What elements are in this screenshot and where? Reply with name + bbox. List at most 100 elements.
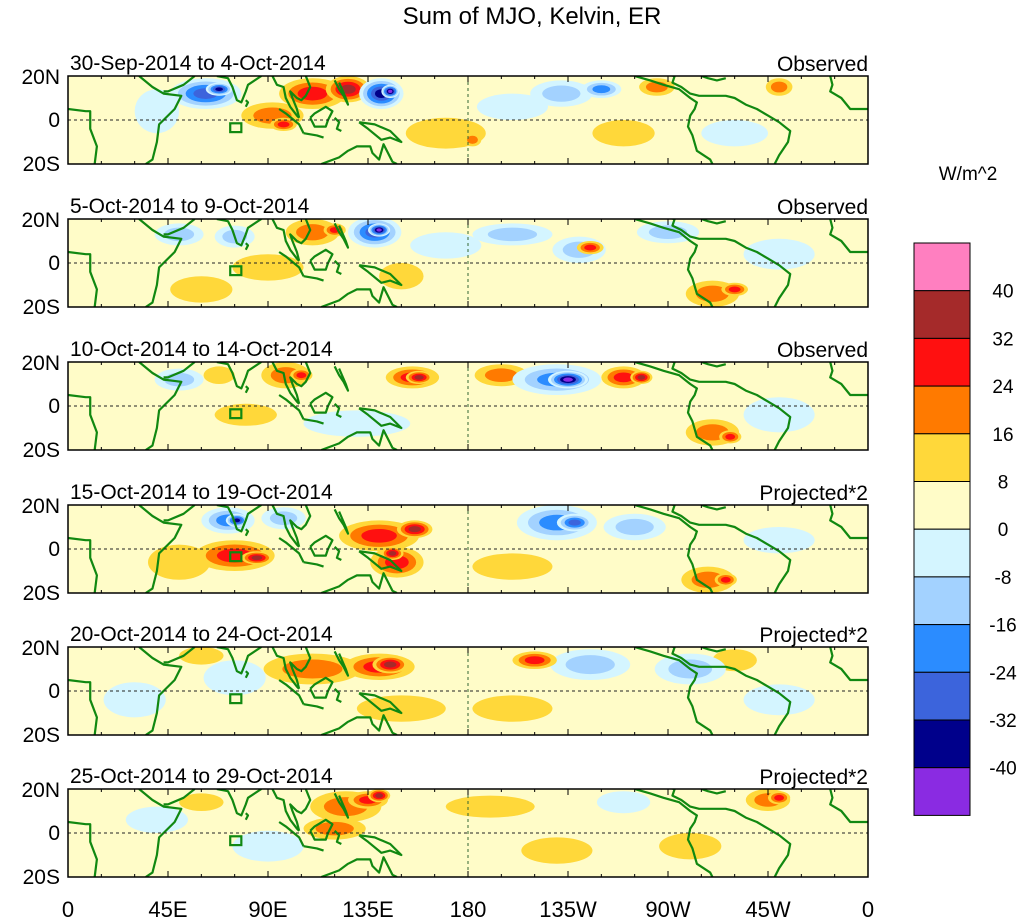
latitude-label: 20S bbox=[23, 582, 60, 605]
coastline bbox=[669, 647, 792, 735]
anomaly-contour bbox=[935, 89, 979, 133]
anomaly-contour bbox=[179, 793, 224, 811]
map-panel: 10-Oct-2014 to 14-Oct-2014 Observed 20N 0 20… bbox=[21, 338, 869, 462]
colorbar-swatch bbox=[913, 719, 971, 769]
coastline bbox=[829, 219, 868, 254]
colorbar-label: -32 bbox=[989, 711, 1016, 732]
latitude-label: 0 bbox=[48, 252, 60, 275]
anomaly-contour bbox=[0, 684, 15, 715]
coastline bbox=[309, 391, 334, 414]
coastline bbox=[333, 546, 342, 561]
coastline bbox=[289, 219, 312, 262]
longitude-axis: 0 45E 90E 135E 180 135W 90W 45W 0 bbox=[62, 897, 874, 922]
anomaly-contour bbox=[964, 228, 994, 242]
coastline bbox=[278, 108, 305, 134]
coastline bbox=[163, 647, 196, 664]
anomaly-contour bbox=[148, 544, 211, 580]
coastline bbox=[333, 403, 342, 418]
anomaly-contour bbox=[993, 88, 1018, 99]
anomaly-contour bbox=[445, 795, 535, 818]
coastline bbox=[289, 362, 312, 405]
anomaly-contour bbox=[203, 366, 235, 385]
panel-period: 10-Oct-2014 to 14-Oct-2014 bbox=[70, 338, 333, 361]
coastline bbox=[138, 647, 183, 735]
region-box bbox=[229, 551, 243, 563]
coastline bbox=[320, 143, 398, 164]
anomaly-contour bbox=[1006, 544, 1021, 566]
coastline bbox=[278, 537, 305, 563]
anomaly-contour bbox=[296, 372, 307, 379]
anomaly-contour bbox=[375, 793, 383, 798]
coastline bbox=[320, 286, 398, 307]
anomaly-contour bbox=[376, 228, 382, 232]
anomaly-contour bbox=[542, 85, 581, 102]
anomaly-contour bbox=[414, 375, 424, 380]
anomaly-contour bbox=[0, 527, 15, 553]
map-panel: 20-Oct-2014 to 24-Oct-2014 Projected*2 20N… bbox=[0, 623, 869, 747]
anomaly-contour bbox=[995, 540, 1021, 571]
coastline bbox=[68, 393, 98, 450]
anomaly-contour bbox=[743, 527, 815, 554]
coastline bbox=[309, 248, 334, 271]
anomaly-contour bbox=[720, 576, 731, 583]
latitude-label: 0 bbox=[48, 822, 60, 845]
anomaly-contour bbox=[1016, 515, 1021, 527]
panel-period: 15-Oct-2014 to 19-Oct-2014 bbox=[70, 481, 333, 504]
longitude-label: 90W bbox=[645, 897, 690, 922]
coastline bbox=[303, 418, 324, 425]
anomaly-contour bbox=[361, 528, 397, 543]
anomaly-contour bbox=[774, 794, 785, 801]
coastline bbox=[278, 251, 305, 277]
coastline bbox=[333, 688, 342, 703]
region-box bbox=[229, 265, 243, 277]
coastline bbox=[138, 789, 183, 877]
coastline bbox=[271, 219, 300, 262]
colorbar-swatch bbox=[913, 433, 971, 482]
coastline bbox=[138, 505, 183, 593]
panel-type: Projected*2 bbox=[759, 482, 868, 505]
coastline bbox=[320, 572, 398, 593]
longitude-label: 180 bbox=[450, 897, 487, 922]
anomaly-contour bbox=[466, 135, 478, 144]
colorbar-label: 40 bbox=[992, 282, 1013, 303]
anomaly-contour bbox=[232, 830, 304, 862]
panel-period: 5-Oct-2014 to 9-Oct-2014 bbox=[70, 195, 310, 218]
latitude-label: 0 bbox=[48, 395, 60, 418]
coastline bbox=[244, 242, 250, 251]
anomaly-contour bbox=[1006, 83, 1021, 96]
coastline bbox=[216, 219, 262, 247]
longitude-label: 0 bbox=[62, 897, 74, 922]
coastline bbox=[309, 818, 334, 841]
coastline bbox=[216, 789, 262, 817]
coastline bbox=[634, 76, 714, 164]
map-panel: 30-Sep-2014 to 4-Oct-2014 Observed 20N 0 20S bbox=[21, 52, 1021, 176]
colorbar-label: 32 bbox=[992, 329, 1013, 350]
anomaly-contour bbox=[277, 121, 290, 128]
anomaly-contour bbox=[232, 254, 304, 281]
colorbar-swatch bbox=[913, 290, 971, 339]
colorbar-label: 24 bbox=[992, 377, 1014, 398]
anomaly-contour bbox=[691, 571, 725, 588]
coastline bbox=[333, 650, 350, 677]
coastline bbox=[244, 99, 250, 108]
anomaly-contour bbox=[613, 372, 634, 383]
coastline bbox=[358, 692, 403, 715]
units-label: W/m^2 bbox=[939, 164, 998, 185]
colorbar-swatch bbox=[913, 337, 971, 387]
coastline bbox=[829, 789, 868, 824]
anomaly-contour bbox=[487, 227, 538, 242]
anomaly-contour bbox=[568, 519, 581, 526]
anomaly-contour bbox=[1011, 85, 1021, 93]
anomaly-contour bbox=[728, 286, 741, 293]
region-box bbox=[229, 693, 243, 705]
anomaly-contour bbox=[986, 85, 1021, 102]
coastline bbox=[163, 789, 196, 806]
anomaly-contour bbox=[0, 239, 15, 270]
coastline bbox=[138, 76, 183, 164]
anomaly-contour bbox=[978, 82, 1021, 106]
coastline bbox=[309, 676, 334, 699]
coastline bbox=[244, 528, 250, 537]
coastline bbox=[163, 219, 196, 236]
colorbar-swatch bbox=[913, 576, 971, 626]
anomaly-contour bbox=[203, 660, 266, 696]
